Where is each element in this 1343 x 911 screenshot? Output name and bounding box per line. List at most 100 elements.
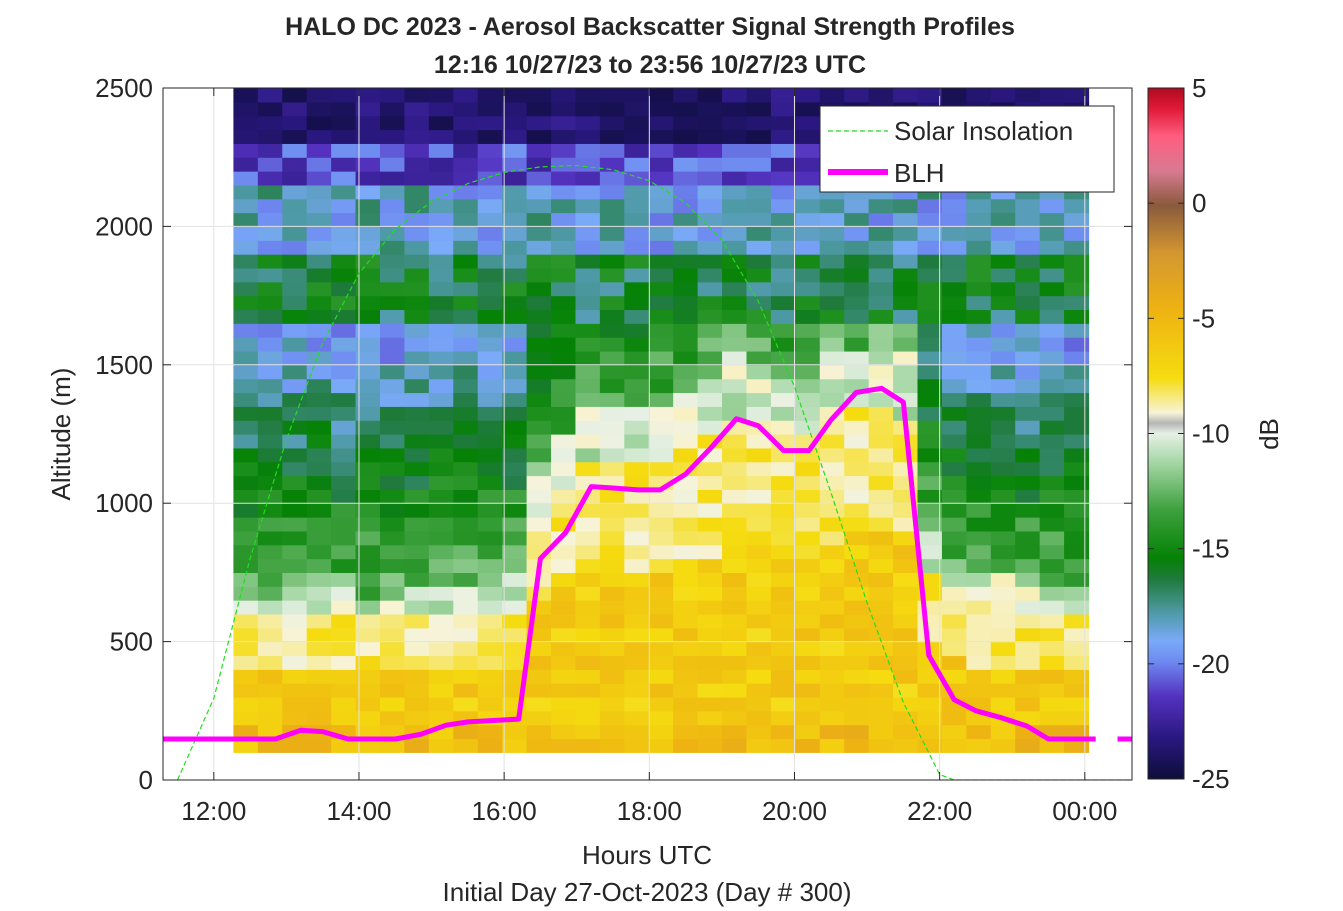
heatmap-cell [819,641,845,657]
heatmap-cell [697,669,723,684]
heatmap-cell [697,323,723,338]
heatmap-cell [428,447,454,463]
heatmap-cell [844,586,870,601]
heatmap-cell [1064,323,1090,338]
heatmap-cell [502,724,528,740]
heatmap-cell [795,586,821,601]
heatmap-cell [551,406,577,421]
heatmap-cell [526,281,552,297]
heatmap-cell [379,88,406,103]
heatmap-cell [453,530,479,546]
heatmap-cell [990,738,1016,753]
heatmap-cell [917,364,943,380]
heatmap-cell [355,364,381,380]
heatmap-cell [648,129,674,144]
heatmap-cell [428,267,454,283]
heatmap-cell [379,447,406,463]
heatmap-cell [526,337,552,352]
heatmap-cell [941,586,967,601]
heatmap-cell [379,309,406,324]
heatmap-cell [893,309,919,324]
heatmap-cell [917,240,943,255]
heatmap-cell [599,212,625,227]
heatmap-cell [428,613,454,629]
heatmap-cell [355,392,381,407]
heatmap-cell [1015,350,1041,366]
heatmap-cell [502,613,528,629]
heatmap-cell [746,88,772,103]
heatmap-cell [331,101,357,117]
heatmap-cell [404,350,430,366]
heatmap-cell [697,88,723,103]
heatmap-cell [722,558,748,573]
heatmap-cell [233,392,259,407]
heatmap-cell [624,323,650,338]
heatmap-cell [453,226,479,241]
heatmap-cell [697,226,723,241]
heatmap-cell [453,212,479,227]
heatmap-cell [257,641,283,657]
heatmap-cell [722,143,748,158]
heatmap-cell [526,184,552,200]
heatmap-cell [941,323,967,338]
heatmap-cell [282,503,308,518]
heatmap-cell [355,489,381,504]
heatmap-cell [453,572,479,587]
heatmap-cell [1064,350,1090,366]
heatmap-cell [795,641,821,657]
heatmap-cell [941,364,967,380]
heatmap-cell [966,295,992,311]
heatmap-cell [966,392,992,407]
heatmap-cell [648,157,674,172]
heatmap-cell [453,240,479,255]
heatmap-cell [673,267,699,283]
heatmap-cell [477,129,503,144]
heatmap-cell [966,420,992,435]
heatmap-cell [575,143,601,158]
heatmap-cell [331,683,357,698]
heatmap-cell [966,641,992,657]
heatmap-cell [379,323,406,338]
heatmap-cell [428,434,454,449]
heatmap-cell [355,295,381,311]
heatmap-cell [404,101,430,117]
heatmap-cell [306,198,332,214]
heatmap-cell [257,101,283,117]
heatmap-cell [282,198,308,214]
heatmap-cell [697,738,723,753]
heatmap-cell [331,350,357,366]
heatmap-cell [257,295,283,311]
heatmap-cell [599,392,625,407]
y-tick-label: 500 [110,627,153,657]
heatmap-cell [355,683,381,698]
heatmap-cell [990,613,1016,629]
heatmap-cell [941,295,967,311]
heatmap-cell [551,143,577,158]
heatmap-cell [331,627,357,643]
heatmap-cell [306,406,332,421]
heatmap-cell [795,254,821,269]
heatmap-cell [648,143,674,158]
heatmap-cell [1015,655,1041,670]
heatmap-cell [551,613,577,629]
heatmap-cell [575,295,601,311]
heatmap-cell [673,738,699,753]
heatmap-cell [599,267,625,283]
heatmap-cell [673,489,699,504]
heatmap-cell [624,530,650,546]
heatmap-cell [599,88,625,103]
x-tick-label: 20:00 [762,796,827,826]
heatmap-cell [1015,337,1041,352]
heatmap-cell [331,572,357,587]
heatmap-cell [257,669,283,684]
heatmap-cell [697,143,723,158]
heatmap-cell [770,115,796,131]
heatmap-cell [868,240,894,255]
heatmap-cell [404,489,430,504]
colorbar: 50-5-10-15-20-25 dB [1147,73,1284,794]
heatmap-cell [282,254,308,269]
heatmap-cell [624,641,650,657]
heatmap-cell [404,738,430,753]
heatmap-cell [746,641,772,657]
heatmap-cell [306,143,332,158]
